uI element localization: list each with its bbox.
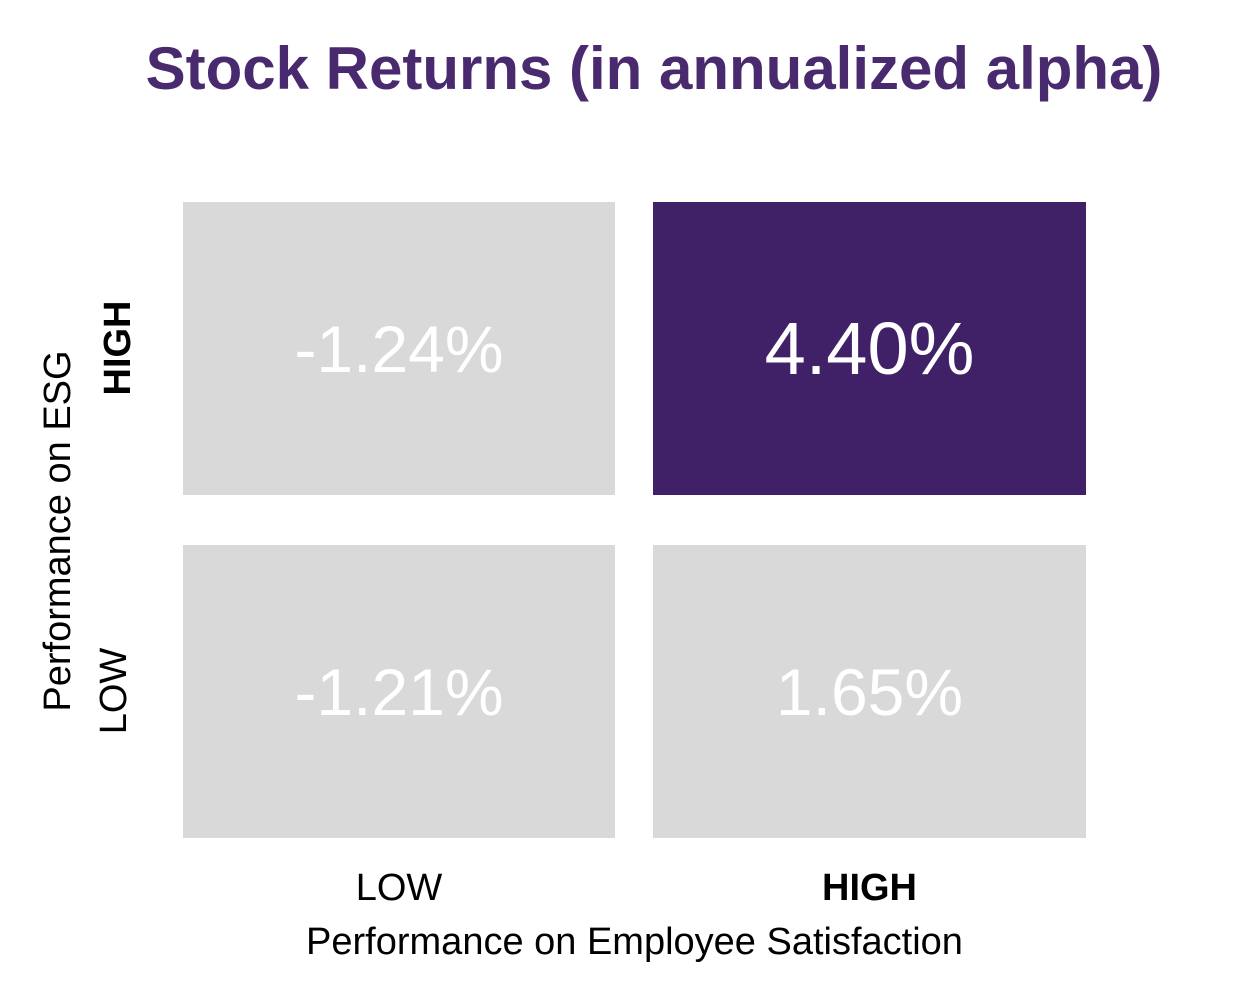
y-axis-title: Performance on ESG bbox=[37, 350, 79, 712]
cell-value-esg-high-satisfaction-high: 4.40% bbox=[764, 306, 975, 390]
cell-value-esg-high-satisfaction-low: -1.24% bbox=[294, 311, 504, 386]
matrix-cell-esg-low-satisfaction-high: 1.65% bbox=[653, 545, 1086, 838]
x-axis-title: Performance on Employee Satisfaction bbox=[306, 921, 963, 963]
x-axis-tick-low: LOW bbox=[355, 867, 443, 909]
matrix-cell-esg-high-satisfaction-low: -1.24% bbox=[183, 202, 615, 495]
matrix-cell-esg-high-satisfaction-high: 4.40% bbox=[653, 202, 1086, 495]
y-axis-tick-high: HIGH bbox=[97, 300, 139, 396]
cell-value-esg-low-satisfaction-high: 1.65% bbox=[775, 654, 964, 729]
cell-value-esg-low-satisfaction-low: -1.21% bbox=[294, 654, 504, 729]
chart-title: Stock Returns (in annualized alpha) bbox=[145, 35, 1163, 102]
x-axis-tick-high: HIGH bbox=[822, 867, 917, 909]
y-axis-tick-low: LOW bbox=[93, 647, 135, 735]
matrix-cell-esg-low-satisfaction-low: -1.21% bbox=[183, 545, 615, 838]
